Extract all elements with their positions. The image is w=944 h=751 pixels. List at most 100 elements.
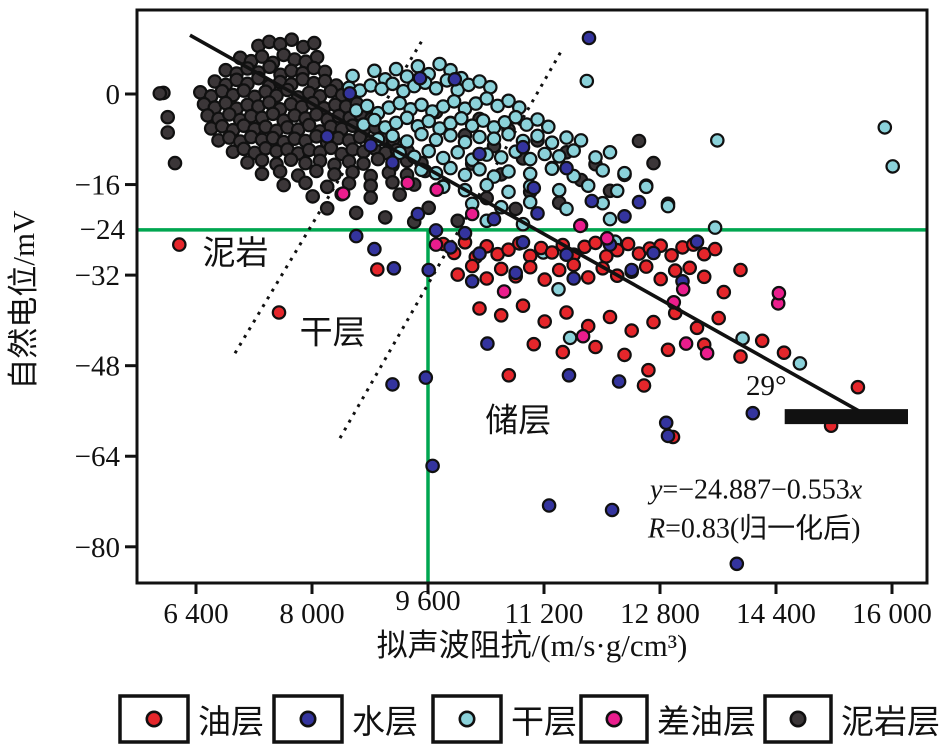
data-point-dry xyxy=(530,112,545,127)
data-point-dry xyxy=(410,59,426,74)
data-point-water xyxy=(367,241,382,257)
data-point-dry xyxy=(522,151,538,167)
data-point-dry xyxy=(414,126,429,142)
data-point-oil xyxy=(551,262,567,278)
data-point-water xyxy=(646,245,661,261)
data-point-oil xyxy=(716,284,732,300)
data-point-mudstone xyxy=(377,210,393,225)
data-point-water xyxy=(428,223,444,238)
data-point-dry xyxy=(479,177,494,193)
data-point-water xyxy=(319,129,335,144)
data-point-oil xyxy=(501,242,516,257)
data-point-mudstone xyxy=(319,179,335,195)
data-point-poor-oil xyxy=(335,186,351,201)
data-point-poor-oil xyxy=(428,237,444,252)
data-point-mudstone xyxy=(363,190,378,205)
data-point-mudstone xyxy=(392,187,407,202)
data-point-mudstone xyxy=(276,177,291,193)
data-point-oil xyxy=(493,307,509,323)
data-point-dry xyxy=(486,131,502,146)
data-point-oil xyxy=(776,345,792,360)
data-point-dry xyxy=(617,165,632,181)
data-point-mudstone xyxy=(160,125,175,140)
data-point-water xyxy=(561,367,577,383)
correlation-coefficient: R=0.83(归一化后) xyxy=(647,513,861,545)
y-axis-title: 自然电位/mV xyxy=(6,210,41,390)
x-tick-label: 16 000 xyxy=(852,598,932,630)
data-point-oil xyxy=(646,314,661,330)
data-point-oil xyxy=(501,367,517,383)
plot-border xyxy=(135,8,929,585)
data-point-oil xyxy=(682,260,697,276)
data-point-poor-oil xyxy=(599,231,615,246)
legend-label: 水层 xyxy=(352,704,418,741)
data-point-water xyxy=(689,234,705,249)
axes-frame-layer xyxy=(125,8,929,594)
data-point-poor-oil xyxy=(699,345,715,361)
data-point-water xyxy=(472,246,487,261)
legend-label: 干层 xyxy=(511,705,577,741)
data-point-mudstone xyxy=(327,167,342,182)
data-point-mudstone xyxy=(450,213,465,229)
data-point-water xyxy=(385,377,400,392)
data-point-dry xyxy=(367,112,382,128)
data-point-dry xyxy=(435,150,451,166)
data-point-oil xyxy=(664,248,679,263)
data-point-dry xyxy=(421,113,436,129)
data-point-mudstone xyxy=(298,175,313,191)
data-point-water xyxy=(425,458,440,474)
data-point-oil xyxy=(733,349,748,364)
sp-cutoff-value-label: −24 xyxy=(80,214,126,246)
data-point-dry xyxy=(609,183,625,199)
data-point-dry xyxy=(432,56,447,72)
angle-label: 29° xyxy=(746,370,787,402)
data-point-poor-oil xyxy=(678,336,694,351)
data-point-oil xyxy=(617,347,632,363)
data-point-poor-oil xyxy=(675,281,691,297)
data-point-water xyxy=(464,273,480,289)
regression-equation: y=−24.887−0.553x xyxy=(647,475,863,506)
data-point-oil xyxy=(559,305,574,320)
data-point-oil xyxy=(271,305,287,320)
data-point-oil xyxy=(580,270,596,285)
data-point-dry xyxy=(501,184,516,200)
data-point-dry xyxy=(559,130,574,145)
data-point-oil xyxy=(696,269,712,285)
data-point-oil xyxy=(641,362,656,378)
data-point-water xyxy=(348,228,364,244)
data-point-dry xyxy=(414,97,429,113)
data-point-water xyxy=(508,265,523,281)
data-point-poor-oil xyxy=(572,218,588,234)
data-point-water xyxy=(386,260,402,276)
data-point-poor-oil xyxy=(464,206,480,222)
data-point-oil xyxy=(638,259,654,274)
data-point-dry xyxy=(530,128,545,144)
regression-layer xyxy=(189,33,908,425)
data-point-water xyxy=(418,370,434,385)
data-point-dry xyxy=(537,146,552,162)
data-point-oil xyxy=(544,245,560,260)
data-point-oil xyxy=(754,333,770,349)
data-point-mudstone xyxy=(265,106,281,122)
data-point-dry xyxy=(367,63,382,79)
data-point-water xyxy=(584,193,600,209)
data-point-poor-oil xyxy=(400,175,415,191)
x-tick-label: 14 400 xyxy=(736,598,816,630)
data-point-oil xyxy=(479,271,494,286)
x-tick-label: 9 600 xyxy=(395,585,460,617)
data-point-dry xyxy=(501,164,516,179)
data-point-dry xyxy=(421,143,436,159)
data-point-mudstone xyxy=(631,133,647,149)
data-point-mudstone xyxy=(254,152,270,168)
legend: 油层 水层 干层 差油层 泥岩层 xyxy=(118,694,940,744)
data-point-water xyxy=(617,209,632,224)
data-point-mudstone xyxy=(152,86,168,101)
data-point-oil xyxy=(624,323,639,338)
legend-marker-mudstone xyxy=(789,710,807,728)
data-point-oil xyxy=(537,272,552,287)
data-point-dry xyxy=(602,145,618,160)
data-point-oil xyxy=(707,241,723,257)
x-tick-label: 8 000 xyxy=(279,598,344,630)
